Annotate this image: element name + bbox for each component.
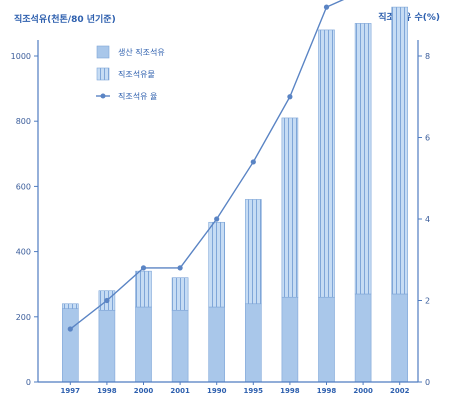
legend-bar-swatch [96,45,110,59]
bar-base [135,306,152,383]
legend-label: 직조석유 율 [118,91,157,101]
bar-base [245,303,262,383]
bar-base [281,296,299,383]
bar-base [98,309,116,383]
bar-top [391,6,409,295]
ratio-point [214,216,220,222]
x-tick-label: 2000 [134,387,154,395]
ratio-point [323,4,330,10]
x-tick-label: 2001 [170,387,190,395]
bar-top [61,303,79,309]
x-tick-label: 1998 [97,387,117,395]
left-axis-title: 직조석유(천톤/80 년기준) [14,13,116,25]
x-tick-label: 1998 [317,387,337,395]
bar-top [354,23,372,295]
right-axis-title: 직조석유 수(%) [378,11,440,23]
bars-group [61,6,409,383]
left-tick-label: 0 [26,378,31,387]
line-group [67,0,345,332]
right-tick-label: 0 [425,378,430,387]
left-tick-label: 600 [16,182,31,191]
x-tick-label: 2000 [353,387,373,395]
right-tick-label: 2 [425,297,430,306]
legend-line-point [100,93,106,99]
right-tick-label: 6 [425,134,430,143]
bar-top [245,199,262,305]
ratio-point [177,265,183,271]
ratio-point [104,297,110,304]
bar-base [61,308,79,383]
right-tick-label: 4 [425,215,430,224]
bar-top [281,117,299,298]
right-tick-label: 8 [425,52,430,61]
legend-label: 직조석유물 [118,69,155,79]
bar-base [208,306,225,383]
bar-top [135,270,152,308]
ratio-point [140,265,147,271]
left-tick-label: 400 [16,248,31,257]
ratio-point [67,326,73,332]
bar-top [318,29,335,298]
x-tick-label: 2002 [390,387,410,395]
ratio-point [250,159,256,165]
x-tick-label: 1997 [61,387,81,395]
bar-top [171,277,189,311]
ratio-line [69,0,345,330]
x-tick-label: 1995 [244,387,264,395]
legend-bar-swatch [96,67,110,81]
left-tick-label: 200 [16,313,31,322]
x-tick-label: 1998 [280,387,300,395]
bar-base [354,293,372,383]
axes-group: 0 200 400 600 800 1000 0 2 4 6 8 1997 1998 2000 2001 19… [11,40,430,395]
x-tick-label: 1990 [207,387,227,395]
bar-base [318,296,335,383]
left-tick-label: 800 [16,117,31,126]
bar-top [208,221,225,308]
legend-label: 생산 직조석유 [118,47,165,57]
bar-base [391,293,409,383]
left-tick-label: 1000 [11,52,31,61]
bar-base [171,309,189,383]
ratio-point [287,94,293,100]
